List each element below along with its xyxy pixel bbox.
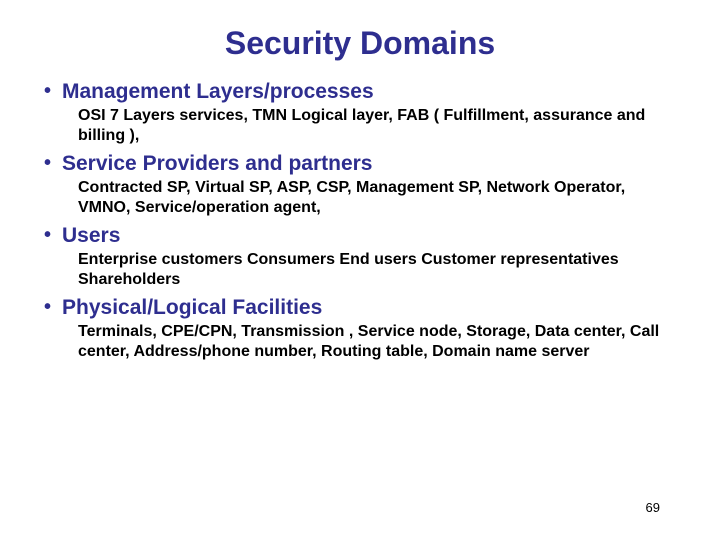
page-number: 69 [646, 500, 660, 515]
bullet-heading-2: Service Providers and partners [40, 152, 680, 176]
bullet-description-4: Terminals, CPE/CPN, Transmission , Servi… [40, 322, 680, 362]
bullet-list: Management Layers/processes OSI 7 Layers… [40, 80, 680, 362]
slide-title: Security Domains [40, 25, 680, 62]
bullet-description-1: OSI 7 Layers services, TMN Logical layer… [40, 106, 680, 146]
bullet-heading-4: Physical/Logical Facilities [40, 296, 680, 320]
bullet-description-2: Contracted SP, Virtual SP, ASP, CSP, Man… [40, 178, 680, 218]
bullet-heading-3: Users [40, 224, 680, 248]
bullet-description-3: Enterprise customers Consumers End users… [40, 250, 680, 290]
bullet-heading-1: Management Layers/processes [40, 80, 680, 104]
